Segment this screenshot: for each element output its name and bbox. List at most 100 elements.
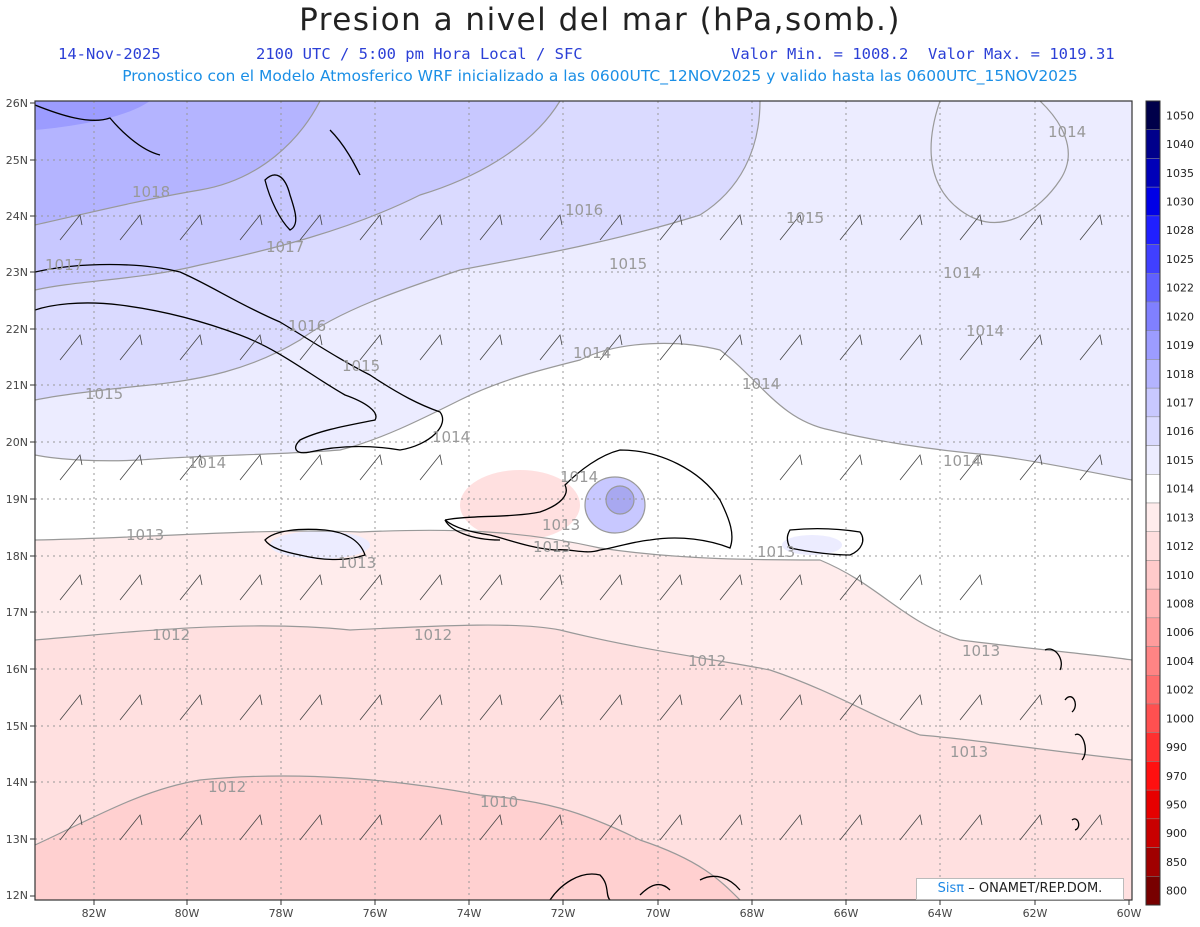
longitude-ticks — [93, 900, 1130, 905]
colorbar-label: 990 — [1166, 741, 1187, 754]
colorbar-label: 1002 — [1166, 684, 1194, 697]
colorbar: 1050 1040 1035 1030 1028 1025 1022 1020 1019 1018… — [1145, 100, 1194, 906]
lon-label: 66W — [834, 907, 859, 920]
plot-frame — [34, 100, 1133, 901]
colorbar-swatch — [1145, 703, 1161, 733]
contour-label: 1014 — [943, 264, 981, 282]
colorbar-label: 1028 — [1166, 224, 1194, 237]
contour-label: 1012 — [688, 652, 726, 670]
contour-label: 1014 — [573, 344, 611, 362]
colorbar-swatch — [1145, 588, 1161, 619]
lon-label: 72W — [551, 907, 576, 920]
isobar-labels: 1014 1018 1016 1015 1017 1015 1017 1016 … — [45, 123, 1086, 811]
colorbar-label: 970 — [1166, 770, 1187, 783]
contour-label: 1013 — [950, 743, 988, 761]
colorbar-swatch — [1145, 100, 1161, 130]
colorbar-swatch — [1145, 158, 1161, 188]
colorbar-swatch — [1145, 732, 1161, 762]
colorbar-label: 1017 — [1166, 397, 1194, 410]
lon-label: 82W — [82, 907, 107, 920]
contour-label: 1012 — [208, 778, 246, 796]
colorbar-swatch — [1145, 789, 1161, 820]
contour-label: 1014 — [742, 375, 780, 393]
contour-label: 1013 — [962, 642, 1000, 660]
colorbar-label: 1012 — [1166, 540, 1194, 553]
map-title: Presion a nivel del mar (hPa,somb.) — [299, 2, 901, 38]
colorbar-label: 1015 — [1166, 454, 1194, 467]
lat-label: 18N — [6, 550, 28, 563]
longitude-axis: 82W 80W 78W 76W 74W 72W 70W 68W 66W 64W … — [82, 907, 1142, 920]
wind-barbs — [59, 214, 1103, 841]
lat-label: 12N — [6, 889, 28, 902]
credit-box: Sisπ – ONAMET/REP.DOM. — [916, 878, 1124, 900]
lat-label: 20N — [6, 436, 28, 449]
lat-label: 26N — [6, 97, 28, 110]
lat-label: 19N — [6, 493, 28, 506]
contour-label: 1016 — [565, 201, 603, 219]
lon-label: 80W — [175, 907, 200, 920]
forecast-time: 2100 UTC / 5:00 pm Hora Local / SFC — [256, 45, 583, 63]
contour-label: 1016 — [288, 317, 326, 335]
contour-label: 1014 — [432, 428, 470, 446]
colorbar-label: 900 — [1166, 827, 1187, 840]
forecast-date: 14-Nov-2025 — [58, 45, 161, 63]
lat-label: 15N — [6, 720, 28, 733]
contour-label: 1015 — [786, 209, 824, 227]
colorbar-swatch — [1145, 129, 1161, 159]
lat-label: 16N — [6, 663, 28, 676]
lat-label: 21N — [6, 379, 28, 392]
colorbar-swatch — [1145, 186, 1161, 217]
colorbar-label: 1008 — [1166, 598, 1194, 611]
contour-label: 1018 — [132, 183, 170, 201]
lon-label: 76W — [363, 907, 388, 920]
contour-label: 1013 — [126, 526, 164, 544]
contour-label: 1015 — [609, 255, 647, 273]
colorbar-swatch — [1145, 445, 1161, 475]
colorbar-label: 1016 — [1166, 425, 1194, 438]
lat-label: 14N — [6, 776, 28, 789]
contour-label: 1015 — [342, 357, 380, 375]
colorbar-swatch — [1145, 560, 1161, 590]
colorbar-swatch — [1145, 273, 1161, 303]
lon-label: 74W — [457, 907, 482, 920]
lat-label: 23N — [6, 266, 28, 279]
lon-label: 70W — [646, 907, 671, 920]
colorbar-swatch — [1145, 416, 1161, 446]
value-max: Valor Max. = 1019.31 — [928, 45, 1115, 63]
lat-label: 24N — [6, 210, 28, 223]
contour-label: 1013 — [338, 554, 376, 572]
colorbar-label: 1014 — [1166, 483, 1194, 496]
contour-label: 1013 — [542, 516, 580, 534]
colorbar-swatch — [1145, 675, 1161, 705]
contour-label: 1014 — [943, 452, 981, 470]
contour-label: 1014 — [966, 322, 1004, 340]
colorbar-label: 1013 — [1166, 511, 1194, 524]
contour-label: 1012 — [152, 626, 190, 644]
colorbar-swatch — [1145, 387, 1161, 418]
colorbar-label: 1019 — [1166, 339, 1194, 352]
contour-label: 1013 — [757, 543, 795, 561]
coastlines — [35, 104, 1086, 900]
sispi-logo: Sisπ — [937, 881, 965, 896]
colorbar-swatch — [1145, 876, 1161, 906]
colorbar-label: 1000 — [1166, 712, 1194, 725]
contour-label: 1014 — [1048, 123, 1086, 141]
lesser-antilles — [1044, 648, 1086, 831]
colorbar-swatch — [1145, 359, 1161, 389]
jamaica-coast — [264, 528, 366, 561]
colorbar-label: 1006 — [1166, 626, 1194, 639]
florida-keys — [35, 104, 161, 156]
latitude-axis: 26N 25N 24N 23N 22N 21N 20N 19N 18N 17N … — [6, 97, 28, 902]
lon-label: 64W — [928, 907, 953, 920]
colorbar-label: 850 — [1166, 856, 1187, 869]
colorbar-label: 1004 — [1166, 655, 1194, 668]
colorbar-label: 1010 — [1166, 569, 1194, 582]
bahamas-abaco — [329, 129, 361, 176]
colorbar-label: 1018 — [1166, 368, 1194, 381]
graticule — [35, 101, 1132, 900]
colorbar-label: 950 — [1166, 799, 1187, 812]
colorbar-label: 1040 — [1166, 138, 1194, 151]
colorbar-label: 1022 — [1166, 282, 1194, 295]
colorbar-frame — [1145, 100, 1161, 906]
